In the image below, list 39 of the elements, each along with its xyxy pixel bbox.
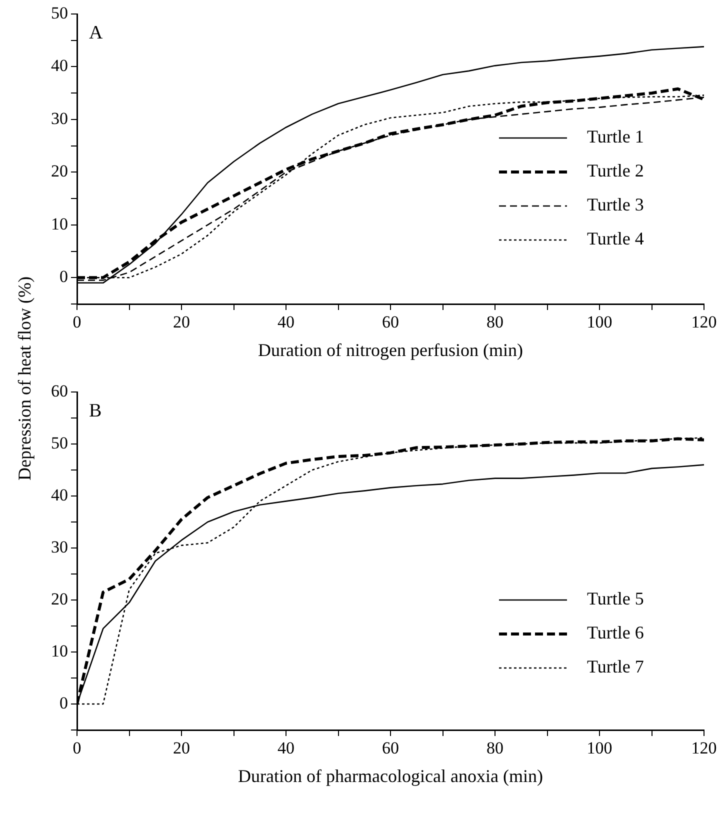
x-axis-title: Duration of pharmacological anoxia (min) xyxy=(238,766,543,786)
text: A xyxy=(89,22,103,44)
legend-label: Turtle 7 xyxy=(587,656,644,677)
chart-title: B xyxy=(89,400,102,422)
legend-label: Turtle 4 xyxy=(587,228,644,249)
legend-label: Turtle 5 xyxy=(587,588,644,609)
x-tick-label: 100 xyxy=(586,738,612,758)
y-tick-label: 40 xyxy=(51,56,68,76)
legend-label: Turtle 3 xyxy=(587,194,644,215)
x-tick-label: 40 xyxy=(278,312,294,332)
x-tick-label: 80 xyxy=(486,738,504,758)
y-tick-label: 10 xyxy=(51,214,68,234)
x-tick-label: 60 xyxy=(382,312,399,332)
x-tick-label: 120 xyxy=(691,738,717,758)
x-tick-label: 120 xyxy=(691,312,717,332)
y-tick-label: 0 xyxy=(60,693,68,712)
x-tick-label: 100 xyxy=(586,312,612,332)
y-tick-label: 50 xyxy=(51,3,68,22)
y-tick-label: 60 xyxy=(51,381,68,400)
y-tick-label: 10 xyxy=(51,641,68,660)
y-tick-label: 20 xyxy=(51,162,68,181)
legend-label: Turtle 2 xyxy=(587,160,644,181)
y-tick-label: 40 xyxy=(51,485,68,504)
x-tick-label: 20 xyxy=(173,312,190,332)
y-tick-label: 0 xyxy=(60,267,68,286)
x-tick-label: 40 xyxy=(278,738,294,758)
legend-label: Turtle 1 xyxy=(587,126,644,147)
x-tick-label: 80 xyxy=(486,312,504,332)
x-tick-label: 0 xyxy=(72,738,82,758)
y-tick-label: 50 xyxy=(51,433,68,452)
x-axis-title: Duration of nitrogen perfusion (min) xyxy=(258,340,523,360)
y-tick-label: 30 xyxy=(51,537,68,556)
x-tick-label: 60 xyxy=(382,738,399,758)
legend-label: Turtle 6 xyxy=(587,622,644,643)
y-axis-title: Depression of heat flow (%) xyxy=(14,276,35,480)
x-tick-label: 0 xyxy=(72,312,82,332)
x-tick-label: 20 xyxy=(173,738,190,758)
y-tick-label: 30 xyxy=(51,108,68,128)
y-tick-label: 20 xyxy=(51,589,68,608)
